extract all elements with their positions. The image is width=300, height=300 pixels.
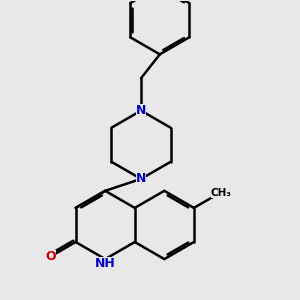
Text: NH: NH <box>95 257 116 270</box>
Text: N: N <box>136 104 146 117</box>
Text: O: O <box>45 250 56 263</box>
Text: N: N <box>136 172 146 185</box>
Text: CH₃: CH₃ <box>211 188 232 198</box>
